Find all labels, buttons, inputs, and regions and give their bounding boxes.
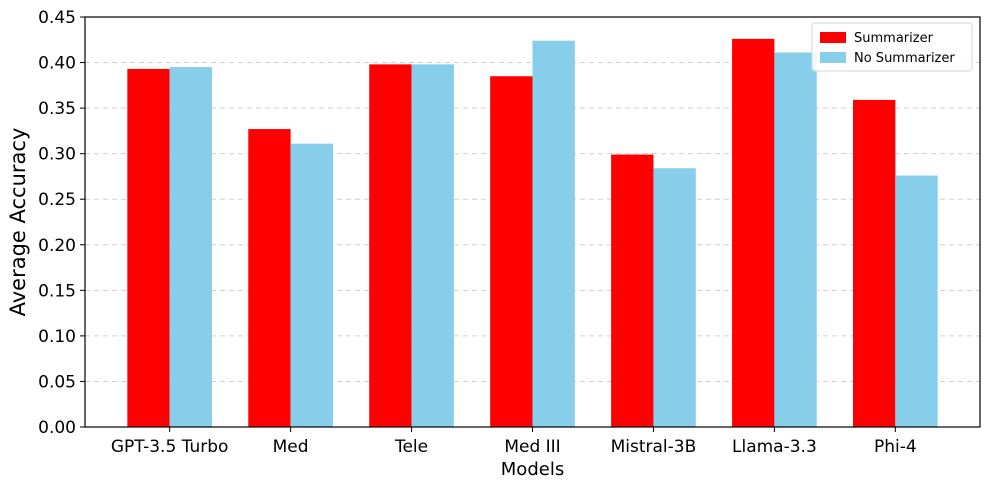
bars [127,38,938,428]
bar-no-summarizer [169,67,212,427]
legend-swatch [820,52,846,63]
bar-summarizer [369,64,412,427]
x-tick-label: Llama-3.3 [732,437,817,457]
legend-box [811,22,973,72]
y-tick-label: 0.40 [38,54,76,74]
bar-no-summarizer [411,64,454,427]
x-tick-label: Phi-4 [874,437,917,457]
y-axis-ticks: 0.00 0.05 0.10 0.15 0.20 0.25 0.30 0.35 0.40 0.45 [38,8,85,438]
legend-label: Summarizer [854,31,934,46]
y-tick-label: 0.45 [38,8,76,28]
y-tick-label: 0.00 [38,418,76,438]
bar-no-summarizer [290,143,333,427]
bar-summarizer [127,68,170,427]
y-tick-label: 0.30 [38,145,76,165]
legend-label: No Summarizer [854,51,955,66]
x-tick-label: Med [273,437,309,457]
y-tick-label: 0.20 [38,236,76,256]
y-tick-label: 0.05 [38,372,76,392]
x-tick-label: Med III [504,437,560,457]
x-tick-label: Tele [394,437,428,457]
x-axis-label: Models [501,459,564,480]
y-tick-label: 0.35 [38,99,76,119]
bar-summarizer [853,99,896,428]
legend: Summarizer No Summarizer [811,22,973,72]
x-tick-label: GPT-3.5 Turbo [111,437,229,457]
x-tick-label: Mistral-3B [611,437,697,457]
legend-swatch [820,32,846,43]
bar-no-summarizer [774,52,817,428]
y-tick-label: 0.25 [38,190,76,210]
bar-summarizer [611,154,654,428]
bar-no-summarizer [895,175,938,427]
y-tick-label: 0.15 [38,281,76,301]
y-tick-label: 0.10 [38,327,76,347]
y-axis-label: Average Accuracy [6,128,30,317]
bar-summarizer [732,38,775,427]
bar-no-summarizer [653,168,696,427]
bar-summarizer [490,76,533,427]
bar-summarizer [248,129,291,428]
bar-no-summarizer [532,40,575,427]
x-axis-ticks: GPT-3.5 Turbo Med Tele Med III Mistral-3B Lla… [111,427,917,457]
